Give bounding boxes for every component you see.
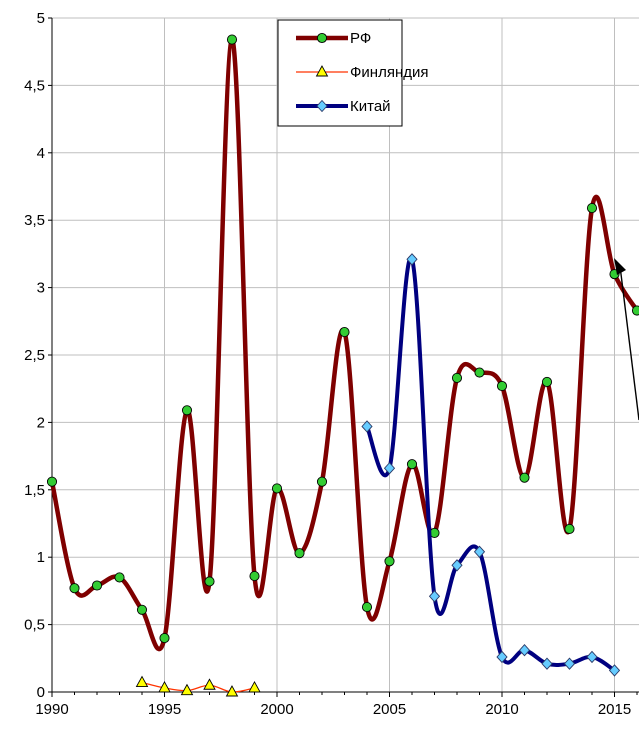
legend-swatch-marker	[316, 32, 328, 44]
data-point	[46, 476, 58, 487]
y-tick-label: 3	[37, 280, 45, 297]
x-tick-label: 2015	[598, 701, 631, 718]
data-point	[316, 476, 328, 487]
data-point	[339, 327, 350, 338]
annotation-arrowhead	[614, 258, 626, 275]
data-point	[383, 462, 396, 475]
data-point	[271, 483, 283, 494]
data-point	[586, 650, 598, 664]
data-point	[563, 657, 576, 670]
data-point	[203, 678, 216, 690]
data-point	[249, 571, 260, 582]
y-tick-label: 5	[37, 10, 45, 27]
y-tick-label: 2	[37, 414, 45, 431]
data-point	[158, 681, 171, 693]
legend-swatch-marker	[316, 99, 328, 113]
series-line	[141, 681, 256, 693]
y-tick-label: 1,5	[24, 482, 45, 499]
x-tick-label: 2010	[485, 701, 518, 718]
grid	[52, 17, 639, 692]
data-point	[181, 405, 193, 416]
data-point	[564, 523, 575, 534]
y-tick-label: 4	[37, 145, 45, 162]
y-tick-label: 0,5	[24, 617, 45, 634]
data-point	[451, 559, 463, 572]
y-tick-label: 1	[37, 549, 45, 566]
data-point	[518, 644, 531, 657]
legend-label: Китай	[350, 98, 391, 115]
data-point	[496, 650, 508, 664]
y-tick-label: 3,5	[24, 212, 45, 229]
legend-swatch-marker	[315, 65, 329, 77]
data-point	[226, 34, 238, 45]
y-tick-label: 2,5	[24, 347, 45, 364]
data-point	[69, 583, 80, 594]
data-point	[135, 675, 149, 688]
data-point	[519, 472, 530, 483]
data-point	[248, 681, 261, 693]
x-tick-label: 2000	[260, 701, 293, 718]
data-point	[608, 664, 621, 677]
y-tick-label: 0	[37, 684, 45, 701]
data-point	[631, 305, 639, 316]
data-point	[361, 602, 373, 613]
x-tick-label: 2005	[373, 701, 406, 718]
data-point	[473, 545, 486, 558]
data-point	[204, 576, 215, 587]
data-point	[474, 367, 485, 378]
data-point	[136, 604, 148, 615]
legend-label: РФ	[350, 30, 371, 47]
data-point	[451, 372, 463, 383]
annotation	[614, 258, 639, 421]
data-point	[496, 380, 508, 392]
data-point	[91, 580, 103, 591]
x-tick-label: 1990	[35, 701, 68, 718]
y-tick-label: 4,5	[24, 77, 45, 94]
data-point	[114, 572, 125, 583]
series-area	[46, 34, 639, 697]
data-point	[294, 548, 305, 559]
series-line	[365, 255, 617, 673]
data-point	[159, 633, 170, 644]
legend: РФ Финляндия Китай	[277, 19, 428, 127]
data-point	[541, 376, 553, 388]
annotation-arrow	[619, 265, 639, 421]
x-tick-label: 1995	[148, 701, 181, 718]
data-point	[225, 685, 239, 697]
data-point	[180, 683, 194, 696]
series-0	[46, 34, 639, 652]
data-point	[586, 203, 598, 214]
data-point	[541, 657, 553, 670]
data-point	[406, 459, 418, 470]
data-point	[406, 253, 418, 266]
series-1	[135, 675, 261, 697]
data-point	[384, 556, 395, 567]
series-2	[361, 253, 621, 677]
legend-label: Финляндия	[350, 64, 428, 81]
data-point	[428, 590, 441, 603]
data-point	[361, 420, 373, 433]
